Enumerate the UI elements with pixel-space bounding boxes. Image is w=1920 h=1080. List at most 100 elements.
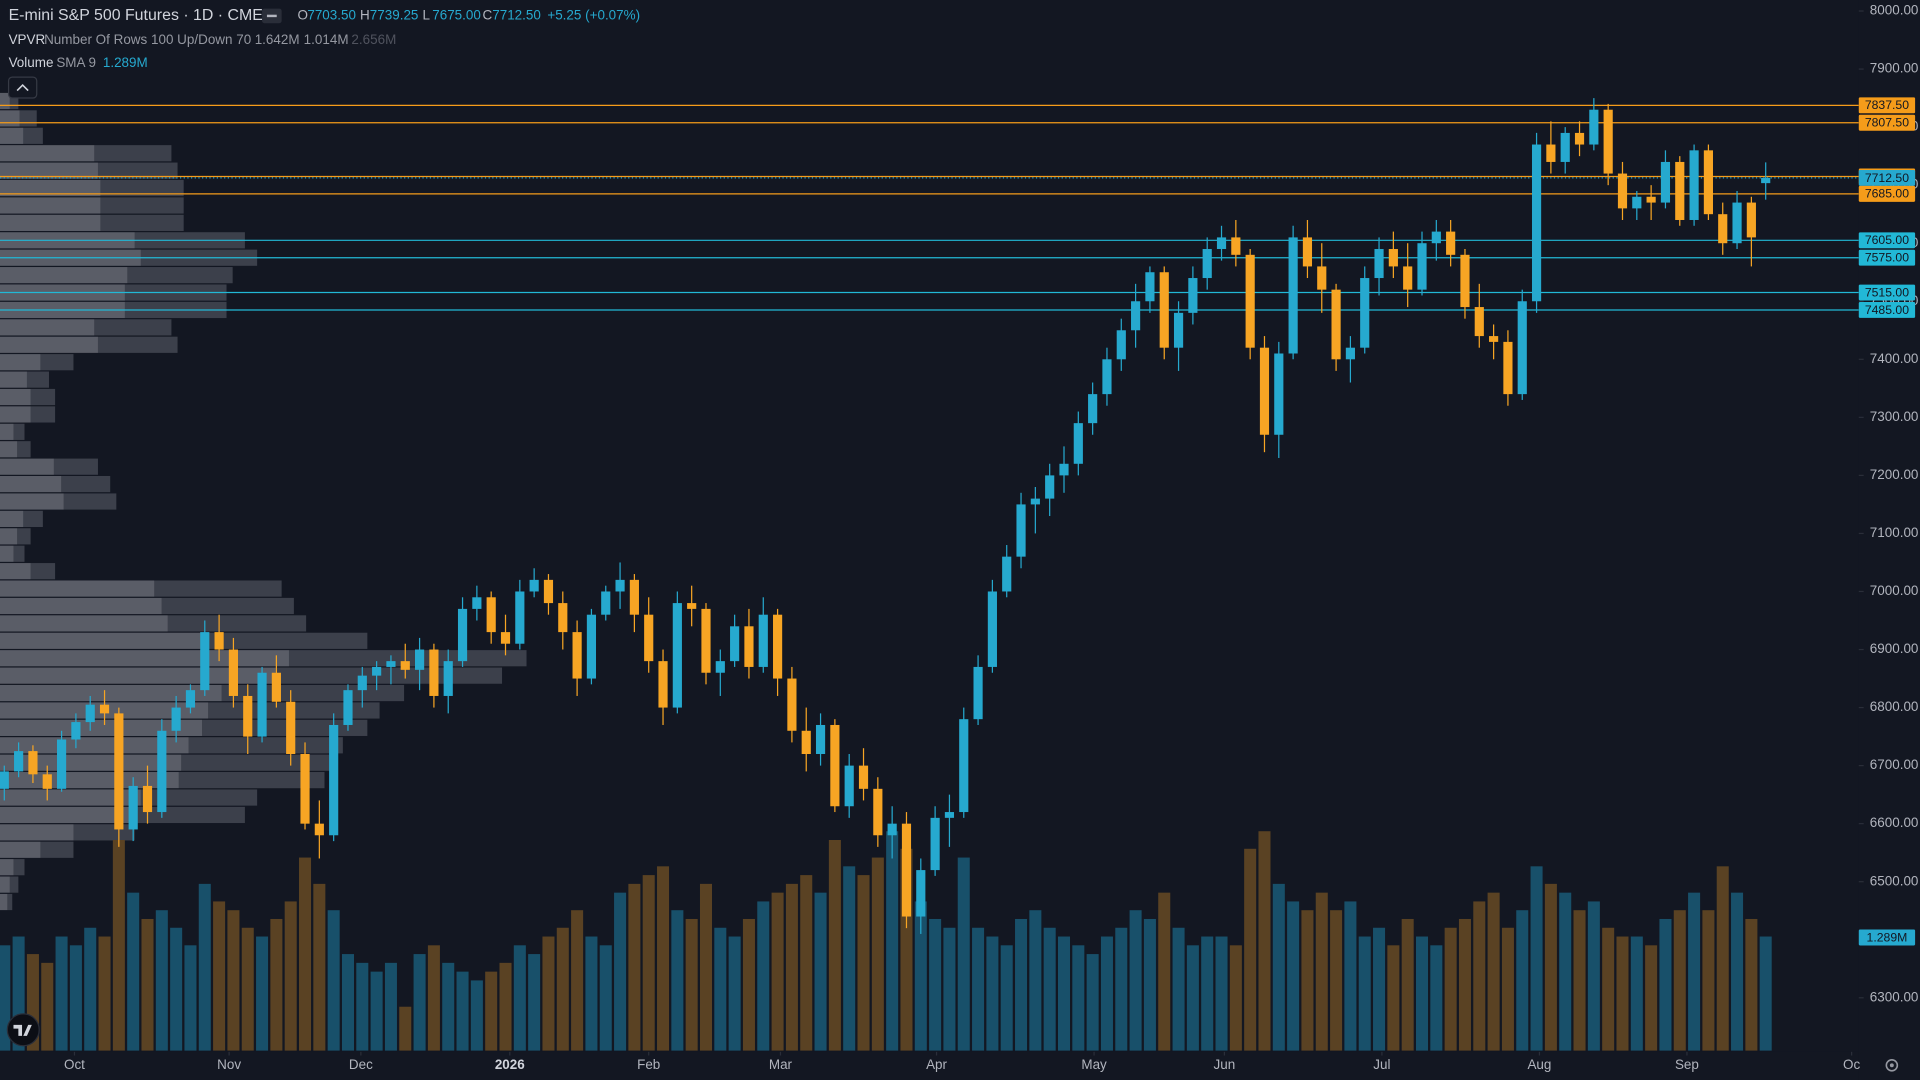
- candle-body: [1431, 231, 1441, 244]
- volume-bar: [1186, 945, 1199, 1051]
- vpvr-settings: Number Of Rows 100 Up/Down 70: [44, 32, 251, 47]
- candle-body: [185, 690, 196, 708]
- candle-body: [314, 823, 324, 836]
- profile-down: [19, 110, 37, 127]
- profile-up: [0, 789, 141, 806]
- candle-body: [1173, 312, 1184, 348]
- candle-body: [1274, 353, 1284, 435]
- profile-up: [0, 336, 98, 353]
- volume-bar: [1358, 936, 1371, 1051]
- candle-body: [372, 666, 382, 676]
- x-tick-label: Jul: [1373, 1057, 1390, 1072]
- candle-body: [1761, 177, 1771, 184]
- low-key: L: [422, 7, 430, 22]
- y-tick-label: 7400.00: [1870, 351, 1919, 366]
- volume-bar: [628, 883, 641, 1051]
- candle-body: [1617, 173, 1628, 209]
- volume-bar: [1201, 936, 1214, 1051]
- candle-body: [1288, 237, 1298, 354]
- profile-down: [30, 388, 56, 406]
- candle-body: [429, 649, 439, 696]
- profile-up: [0, 650, 289, 667]
- x-tick-label: May: [1081, 1057, 1107, 1072]
- vpvr-label[interactable]: VPVR: [9, 32, 46, 47]
- y-tick-label: 7200.00: [1870, 467, 1919, 482]
- profile-down: [188, 737, 343, 754]
- profile-up: [0, 388, 31, 406]
- candle-body: [1675, 161, 1685, 220]
- volume-sma-box: [1858, 929, 1916, 946]
- candle-body: [386, 661, 396, 667]
- candle-body: [128, 785, 138, 830]
- axes: 6300.00 6500.00 6600.00 6700.00 6800.00 6900.…: [64, 3, 1918, 1072]
- profile-down: [202, 719, 368, 736]
- volume-bar: [399, 1006, 412, 1051]
- candle-body: [14, 751, 24, 772]
- volume-bar: [728, 936, 741, 1051]
- volume-bar: [1000, 945, 1013, 1051]
- volume-bar: [542, 936, 555, 1051]
- volume-bar: [571, 910, 584, 1051]
- collapse-button[interactable]: [7, 76, 38, 99]
- price-label-box: [1858, 302, 1916, 318]
- profile-down: [40, 354, 74, 371]
- settings-gear[interactable]: [1885, 1059, 1899, 1072]
- price-label: 7485.00: [1865, 303, 1909, 317]
- candle-body: [1016, 504, 1026, 557]
- candle-body: [773, 614, 783, 679]
- candle-body: [1374, 249, 1384, 279]
- candle-body: [844, 765, 854, 807]
- price-label-box: [1858, 114, 1916, 131]
- candle-body: [228, 649, 239, 696]
- candle-body: [558, 603, 568, 633]
- profile-up: [0, 893, 8, 911]
- candle-body: [1417, 243, 1427, 290]
- candle-body: [142, 785, 153, 813]
- candle-body: [200, 632, 210, 691]
- change-value: +5.25 (+0.07%): [547, 7, 640, 22]
- volume-bar: [929, 918, 942, 1051]
- candle-body: [787, 678, 797, 731]
- candle-body: [1331, 289, 1341, 360]
- volume-bar: [800, 875, 813, 1051]
- volume-bar: [742, 918, 755, 1051]
- y-tick-label: 7300.00: [1870, 409, 1919, 424]
- price-label: 7807.50: [1865, 116, 1909, 130]
- volume-bar: [1573, 910, 1586, 1051]
- candle-body: [858, 765, 869, 789]
- tradingview-logo[interactable]: [6, 1013, 40, 1047]
- profile-up: [0, 615, 168, 632]
- candle-body: [615, 579, 625, 592]
- candle-body: [1245, 254, 1255, 348]
- profile-up: [0, 441, 18, 458]
- x-tick-label: Apr: [926, 1057, 947, 1072]
- volume-label[interactable]: Volume: [9, 55, 54, 70]
- profile-up: [0, 110, 20, 127]
- symbol-title[interactable]: E-mini S&P 500 Futures · 1D · CME: [9, 7, 263, 24]
- volume-bar: [413, 954, 426, 1051]
- profile-down: [97, 162, 178, 179]
- profile-up: [0, 841, 41, 858]
- candle-body: [1216, 237, 1227, 250]
- hide-button[interactable]: [262, 8, 282, 24]
- volume-bar: [341, 954, 354, 1051]
- profile-down: [140, 789, 258, 806]
- volume-bar: [1673, 910, 1686, 1051]
- volume-bar: [69, 945, 82, 1051]
- volume-bar: [1100, 936, 1113, 1051]
- candle-body: [930, 817, 940, 871]
- volume-bar: [614, 892, 627, 1051]
- price-label: 7575.00: [1865, 251, 1909, 265]
- volume-bar: [112, 840, 125, 1051]
- profile-down: [161, 597, 294, 615]
- profile-down: [63, 493, 117, 510]
- candle-body: [1403, 266, 1413, 290]
- volume-bar: [256, 936, 269, 1051]
- volume-bar: [442, 962, 455, 1051]
- candle-body: [973, 666, 983, 720]
- profile-down: [73, 824, 135, 841]
- volume-bar: [1229, 945, 1242, 1051]
- volume-bar: [313, 883, 326, 1051]
- profile-up: [0, 563, 31, 580]
